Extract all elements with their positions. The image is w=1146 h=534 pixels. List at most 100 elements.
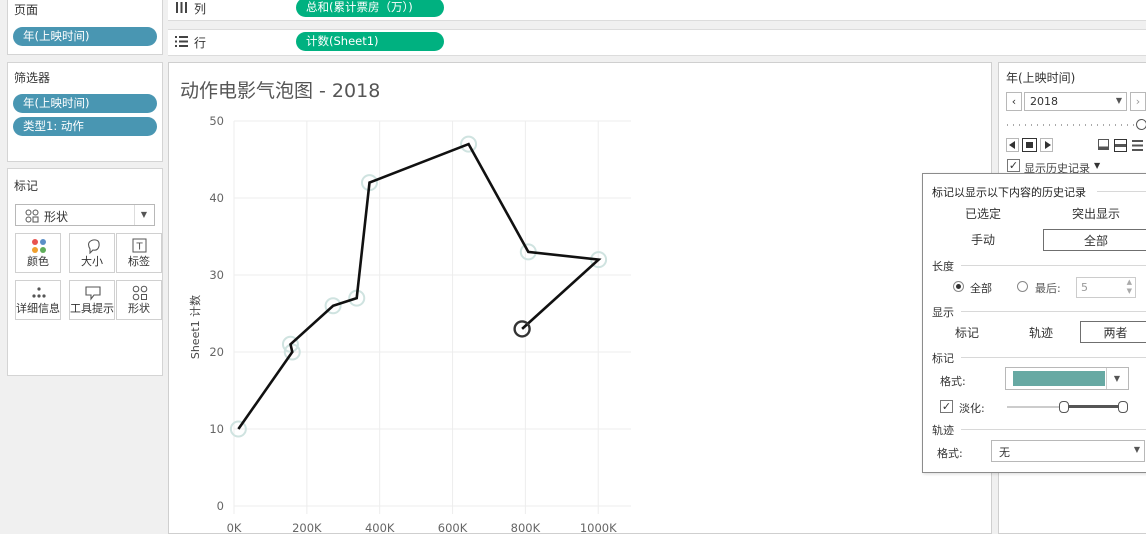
page-year-value: 2018 <box>1030 95 1058 108</box>
page-next-button[interactable]: › <box>1130 92 1146 111</box>
filter-pill-type[interactable]: 类型1: 动作 <box>13 117 157 136</box>
size-button[interactable]: 大小 <box>69 233 115 273</box>
pages-pill-year[interactable]: 年(上映时间) <box>13 27 157 46</box>
opt-highlight[interactable]: 突出显示 <box>1071 207 1120 221</box>
show-both[interactable]: 两者 <box>1080 321 1146 343</box>
tooltip-label: 工具提示 <box>70 302 114 315</box>
chevron-right-icon: › <box>1135 95 1141 108</box>
detail-dots-icon <box>32 287 46 298</box>
opt-manual[interactable]: 手动 <box>970 233 995 247</box>
marks-format-label: 格式: <box>940 375 966 388</box>
page-prev-button[interactable]: ‹ <box>1006 92 1022 111</box>
fade-slider-fill <box>1065 405 1123 408</box>
play-icon <box>1045 141 1051 149</box>
length-all-label[interactable]: 全部 <box>970 282 992 295</box>
play-back-button[interactable] <box>1006 138 1019 152</box>
tooltip-button[interactable]: 工具提示 <box>69 280 115 320</box>
length-all-radio[interactable] <box>953 281 964 292</box>
rows-icon <box>175 36 188 47</box>
trails-format-label: 格式: <box>937 447 963 460</box>
chevron-left-icon: ‹ <box>1011 95 1017 108</box>
size-icon <box>87 239 100 254</box>
chart-title: 动作电影气泡图 - 2018 <box>180 80 381 102</box>
show-history-checkbox[interactable]: ✓ <box>1007 159 1020 172</box>
stop-button[interactable] <box>1022 138 1037 152</box>
caret-down-icon[interactable]: ▼ <box>1094 161 1101 170</box>
mark-type-value: 形状 <box>44 210 69 224</box>
fade-checkbox[interactable]: ✓ <box>940 400 953 413</box>
fade-label[interactable]: 淡化: <box>959 402 985 415</box>
marks-panel: 标记 形状 ▼ 颜色 大小 T 标签 <box>7 168 163 376</box>
columns-label: 列 <box>194 2 207 16</box>
speed-fast-icon[interactable] <box>1132 140 1143 151</box>
speed-medium-icon[interactable] <box>1114 139 1127 152</box>
stepper-down-icon[interactable]: ▼ <box>1126 287 1132 295</box>
svg-text:T: T <box>135 242 143 253</box>
columns-pill[interactable]: 总和(累计票房（万）) <box>296 0 444 17</box>
color-label: 颜色 <box>27 255 49 268</box>
play-forward-button[interactable] <box>1040 138 1053 152</box>
filters-panel: 筛选器 年(上映时间) 类型1: 动作 <box>7 62 163 162</box>
show-marks[interactable]: 标记 <box>954 326 979 340</box>
pages-panel: 页面 年(上映时间) <box>7 0 163 55</box>
page-slider-thumb[interactable] <box>1136 119 1146 130</box>
filter-pill-year[interactable]: 年(上映时间) <box>13 94 157 113</box>
trails-separator <box>961 429 1146 430</box>
rows-pill[interactable]: 计数(Sheet1) <box>296 32 444 51</box>
page-year-dropdown[interactable]: 2018 ▼ <box>1024 92 1127 111</box>
y-tick-label: 30 <box>209 268 224 282</box>
columns-icon <box>176 2 187 13</box>
fade-slider-thumb-left[interactable] <box>1059 401 1069 413</box>
history-marker <box>281 335 299 353</box>
trails-format-dropdown[interactable]: 无 ▼ <box>991 440 1145 462</box>
y-tick-label: 40 <box>209 191 224 205</box>
length-label: 长度 <box>932 260 954 273</box>
chart-plot[interactable]: 0 10 20 30 40 50 0K 200K 400K 600K 800K 1000K <box>169 63 991 533</box>
x-tick-label: 200K <box>292 521 322 533</box>
page-slider-track[interactable] <box>1007 124 1139 126</box>
marks-section-label: 标记 <box>932 352 954 365</box>
marks-format-dropdown[interactable]: ▼ <box>1005 367 1129 390</box>
mark-type-dropdown[interactable]: 形状 ▼ <box>15 204 155 226</box>
fade-slider-thumb-right[interactable] <box>1118 401 1128 413</box>
pages-title: 页面 <box>14 3 39 17</box>
x-tick-label: 600K <box>438 521 468 533</box>
trails-section-label: 轨迹 <box>932 424 954 437</box>
columns-shelf[interactable]: 列 总和(累计票房（万）) <box>168 0 1146 21</box>
length-separator <box>961 265 1146 266</box>
color-button[interactable]: 颜色 <box>15 233 61 273</box>
tooltip-icon <box>85 286 101 301</box>
page-control-title: 年(上映时间) <box>1006 71 1076 85</box>
trails-format-value: 无 <box>999 446 1010 459</box>
stepper-up-icon[interactable]: ▲ <box>1126 278 1132 286</box>
chevron-down-icon: ▼ <box>134 205 153 225</box>
label-button[interactable]: T 标签 <box>116 233 162 273</box>
trail-line <box>237 142 602 430</box>
detail-button[interactable]: 详细信息 <box>15 280 61 320</box>
rows-shelf[interactable]: 行 计数(Sheet1) <box>168 29 1146 56</box>
history-marker <box>324 297 342 315</box>
show-trails[interactable]: 轨迹 <box>1028 326 1053 340</box>
shape-button[interactable]: 形状 <box>116 280 162 320</box>
opt-all[interactable]: 全部 <box>1043 229 1146 251</box>
show-history-label[interactable]: 显示历史记录 <box>1024 162 1090 175</box>
length-last-input[interactable]: 5 ▲ ▼ <box>1076 277 1136 298</box>
x-tick-label: 400K <box>365 521 395 533</box>
history-marker <box>460 135 478 153</box>
opt-selected[interactable]: 已选定 <box>964 207 1001 221</box>
y-tick-label: 50 <box>209 114 224 128</box>
length-last-radio[interactable] <box>1017 281 1028 292</box>
label-icon: T <box>132 238 147 253</box>
detail-label: 详细信息 <box>16 302 60 315</box>
chevron-down-icon: ▼ <box>1133 445 1140 454</box>
x-tick-label: 0K <box>227 521 242 533</box>
history-popup: 标记以显示以下内容的历史记录 已选定 突出显示 手动 全部 长度 全部 最后: … <box>922 173 1146 473</box>
y-tick-label: 10 <box>209 422 224 436</box>
marks-title: 标记 <box>14 179 39 193</box>
marks-color-swatch <box>1013 371 1105 386</box>
current-marker <box>513 320 531 338</box>
speed-slow-icon[interactable] <box>1098 139 1109 150</box>
length-last-label[interactable]: 最后: <box>1035 282 1061 295</box>
filters-title: 筛选器 <box>14 71 51 85</box>
y-tick-label: 0 <box>217 499 224 513</box>
